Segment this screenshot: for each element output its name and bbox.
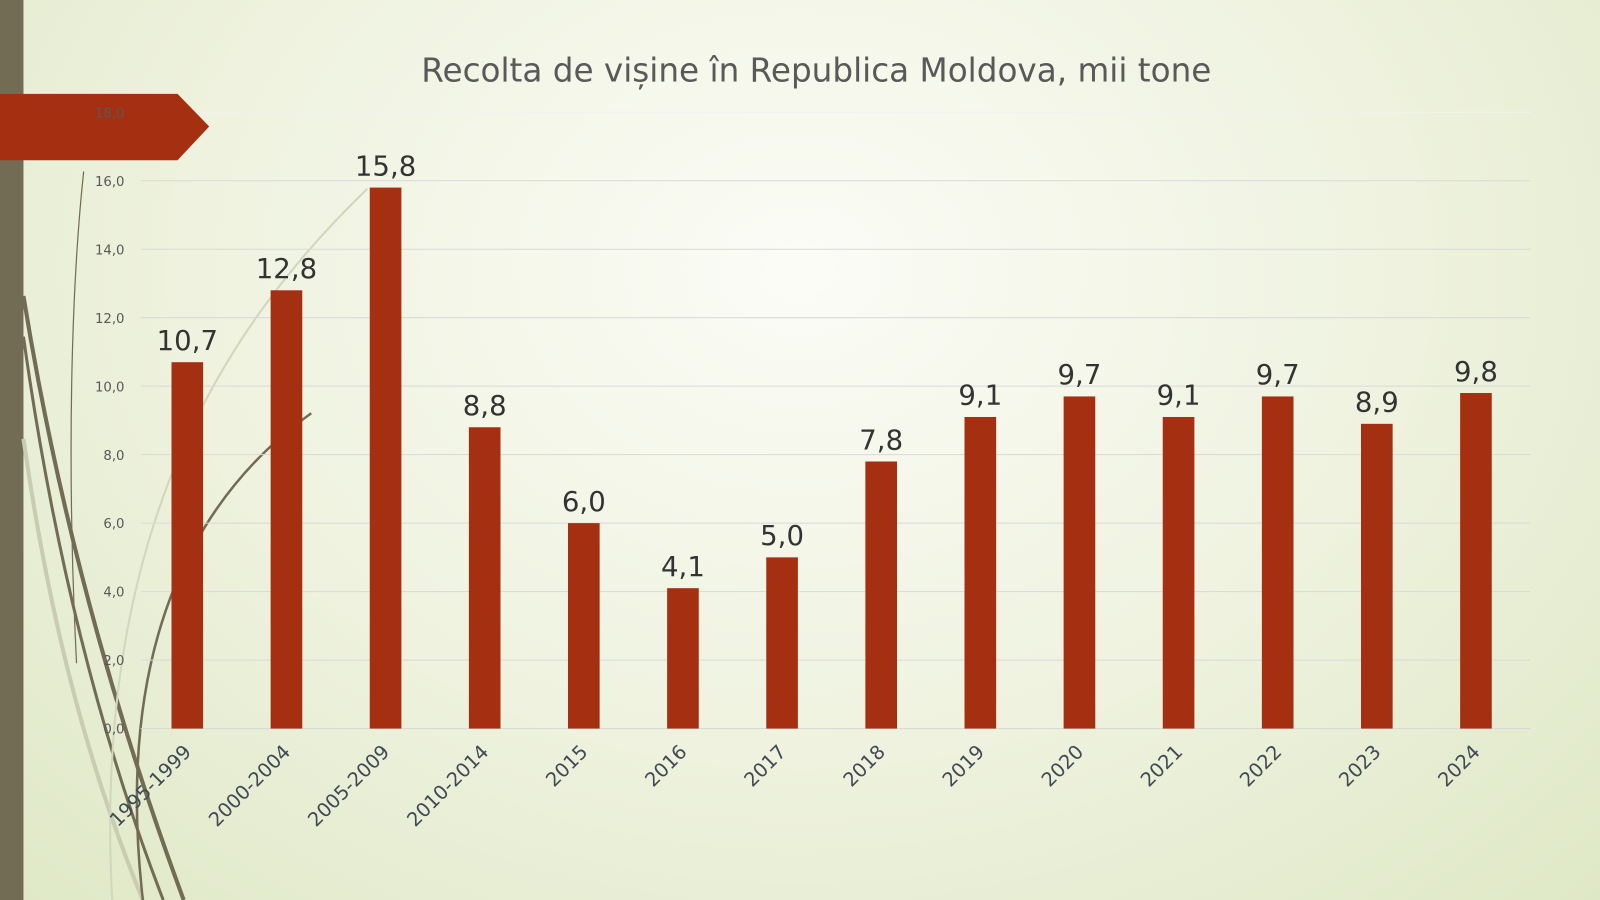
y-tick-label: 14,0 — [95, 243, 125, 258]
data-label: 8,8 — [463, 390, 507, 422]
title-banner — [0, 93, 210, 161]
x-tick-label: 2010-2014 — [402, 740, 493, 831]
data-label: 9,8 — [1454, 356, 1498, 388]
bar — [1063, 396, 1096, 729]
y-tick-label: 18,0 — [95, 106, 125, 121]
data-label: 4,1 — [661, 551, 705, 583]
y-tick-label: 8,0 — [103, 449, 124, 464]
data-label: 5,0 — [760, 520, 804, 552]
data-label: 9,1 — [1157, 380, 1201, 412]
x-tick-label: 2018 — [839, 740, 890, 791]
y-tick-label: 4,0 — [103, 586, 124, 601]
y-tick-label: 0,0 — [103, 723, 124, 738]
bar — [1261, 396, 1294, 729]
y-tick-label: 12,0 — [95, 312, 125, 327]
y-tick-label: 2,0 — [103, 654, 124, 669]
bar — [1162, 416, 1195, 729]
x-tick-label: 2015 — [541, 740, 592, 791]
x-tick-label: 2022 — [1235, 740, 1286, 791]
x-tick-label: 2000-2004 — [204, 740, 295, 831]
data-label: 9,7 — [1256, 359, 1300, 391]
y-tick-label: 16,0 — [95, 175, 125, 190]
bar — [1361, 423, 1393, 729]
bar — [270, 290, 303, 729]
data-label: 9,7 — [1058, 359, 1102, 391]
data-label: 8,9 — [1355, 387, 1399, 419]
x-tick-label: 1995-1999 — [105, 740, 196, 831]
data-label: 15,8 — [355, 150, 416, 182]
bar — [568, 523, 600, 729]
bar — [171, 362, 204, 729]
x-tick-label: 2017 — [740, 740, 791, 791]
data-label: 6,0 — [562, 486, 606, 518]
x-tick-label: 2020 — [1037, 740, 1088, 791]
data-label: 12,8 — [256, 253, 317, 285]
x-tick-label: 2021 — [1136, 740, 1187, 791]
y-tick-label: 6,0 — [103, 517, 124, 532]
x-tick-label: 2016 — [640, 740, 691, 791]
bar — [964, 416, 997, 729]
x-tick-label: 2019 — [938, 740, 989, 791]
data-label: 10,7 — [157, 325, 218, 357]
x-tick-label: 2023 — [1334, 740, 1385, 791]
data-label: 9,1 — [958, 380, 1002, 412]
x-tick-label: 2024 — [1433, 740, 1484, 791]
data-label: 7,8 — [859, 424, 903, 456]
bar — [667, 588, 699, 729]
chart-title: Recolta de vișine în Republica Moldova, … — [421, 52, 1211, 90]
y-tick-label: 10,0 — [95, 380, 125, 395]
side-bar — [0, 0, 24, 900]
x-tick-label: 2005-2009 — [303, 740, 394, 831]
bar — [369, 187, 402, 729]
bar — [766, 557, 798, 729]
bar — [1460, 393, 1492, 729]
bar — [468, 427, 501, 729]
bar — [865, 461, 898, 729]
